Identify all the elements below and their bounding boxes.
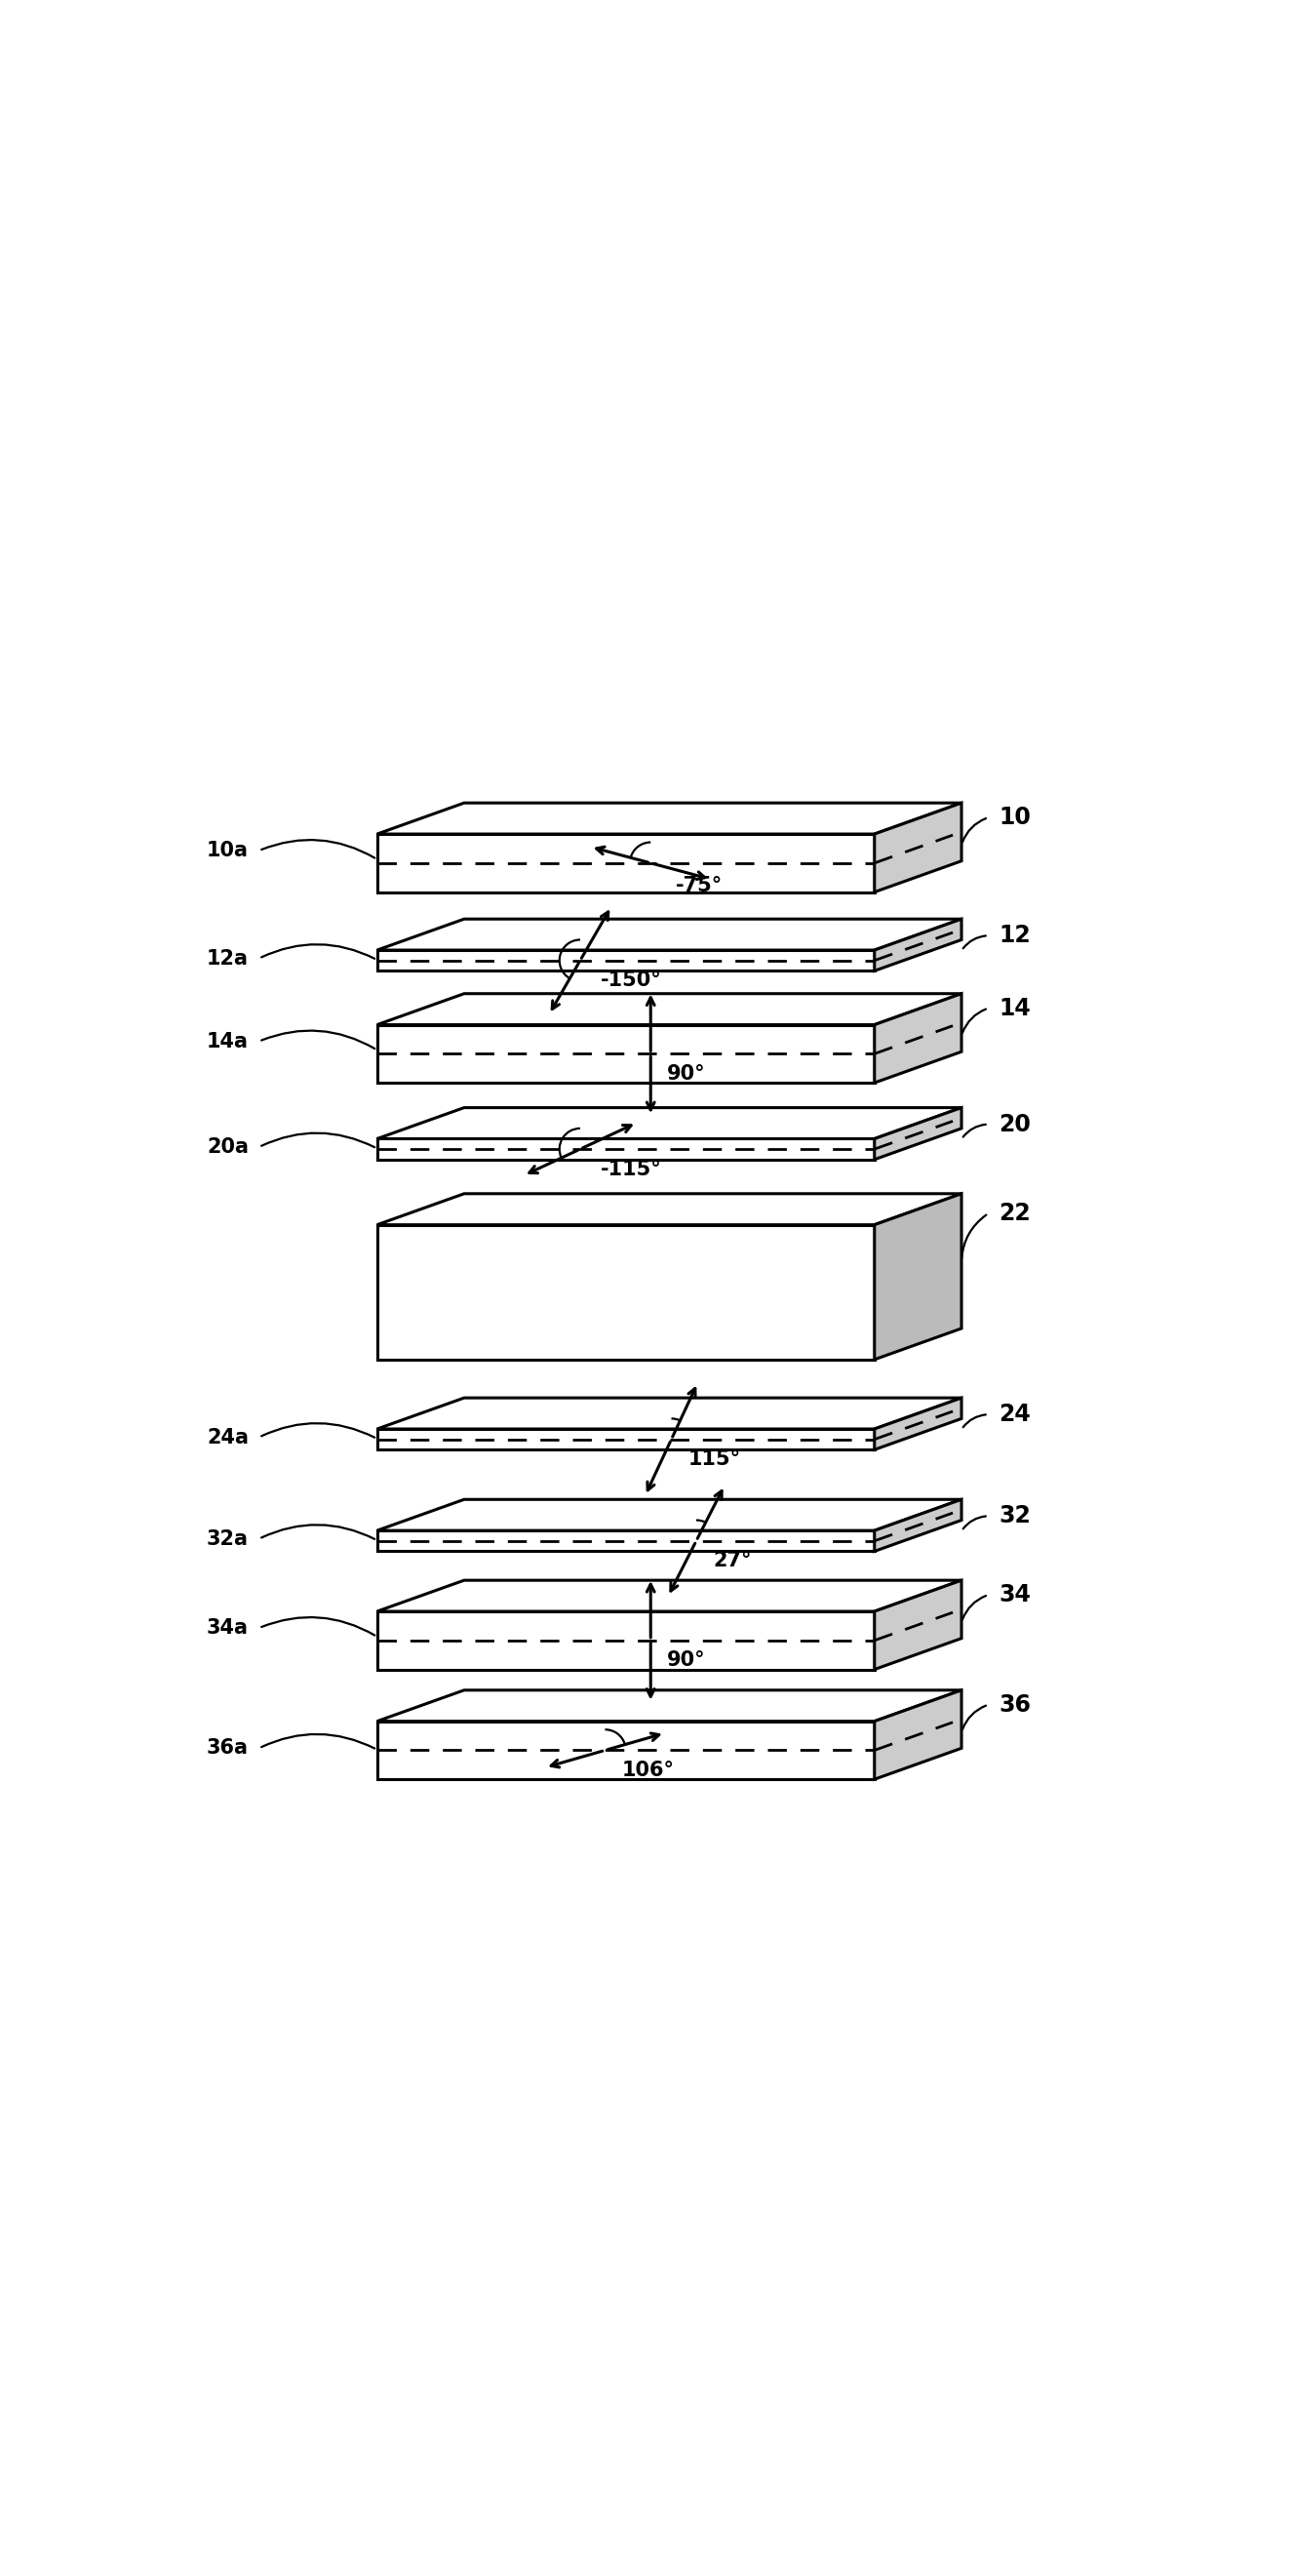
Text: 14: 14 [998,997,1031,1020]
Text: 24: 24 [998,1404,1031,1427]
Polygon shape [378,951,874,971]
Polygon shape [378,1499,962,1530]
Text: -75°: -75° [675,876,723,894]
Text: 32a: 32a [207,1530,248,1548]
Text: -150°: -150° [601,971,662,989]
Polygon shape [874,1579,962,1669]
Polygon shape [378,1690,962,1721]
Polygon shape [874,994,962,1082]
Text: -115°: -115° [601,1159,662,1180]
Text: 106°: 106° [622,1759,674,1780]
Polygon shape [874,1499,962,1551]
Text: 36a: 36a [207,1739,248,1757]
Polygon shape [378,1108,962,1139]
Text: 10: 10 [998,806,1031,829]
Polygon shape [378,1430,874,1450]
Polygon shape [378,1530,874,1551]
Text: 10a: 10a [207,840,248,860]
Text: 90°: 90° [667,1064,706,1084]
Polygon shape [874,804,962,891]
Polygon shape [378,994,962,1025]
Text: 34a: 34a [207,1618,248,1638]
Text: 32: 32 [998,1504,1031,1528]
Polygon shape [378,1579,962,1613]
Text: 27°: 27° [712,1551,751,1571]
Polygon shape [378,1193,962,1224]
Text: 22: 22 [998,1200,1031,1226]
Text: 12: 12 [998,925,1031,948]
Polygon shape [378,1721,874,1780]
Text: 14a: 14a [207,1030,248,1051]
Text: 36: 36 [998,1692,1031,1716]
Text: 90°: 90° [667,1651,706,1669]
Polygon shape [874,1193,962,1360]
Polygon shape [874,1690,962,1780]
Text: 20: 20 [998,1113,1031,1136]
Text: 24a: 24a [207,1427,248,1448]
Text: 12a: 12a [207,948,248,969]
Polygon shape [378,835,874,891]
Polygon shape [378,1224,874,1360]
Polygon shape [874,1108,962,1159]
Text: 20a: 20a [207,1136,248,1157]
Polygon shape [874,920,962,971]
Polygon shape [378,1613,874,1669]
Polygon shape [378,1139,874,1159]
Polygon shape [874,1399,962,1450]
Text: 115°: 115° [688,1450,741,1468]
Polygon shape [378,804,962,835]
Polygon shape [378,1025,874,1082]
Polygon shape [378,920,962,951]
Text: 34: 34 [998,1584,1031,1607]
Polygon shape [378,1399,962,1430]
